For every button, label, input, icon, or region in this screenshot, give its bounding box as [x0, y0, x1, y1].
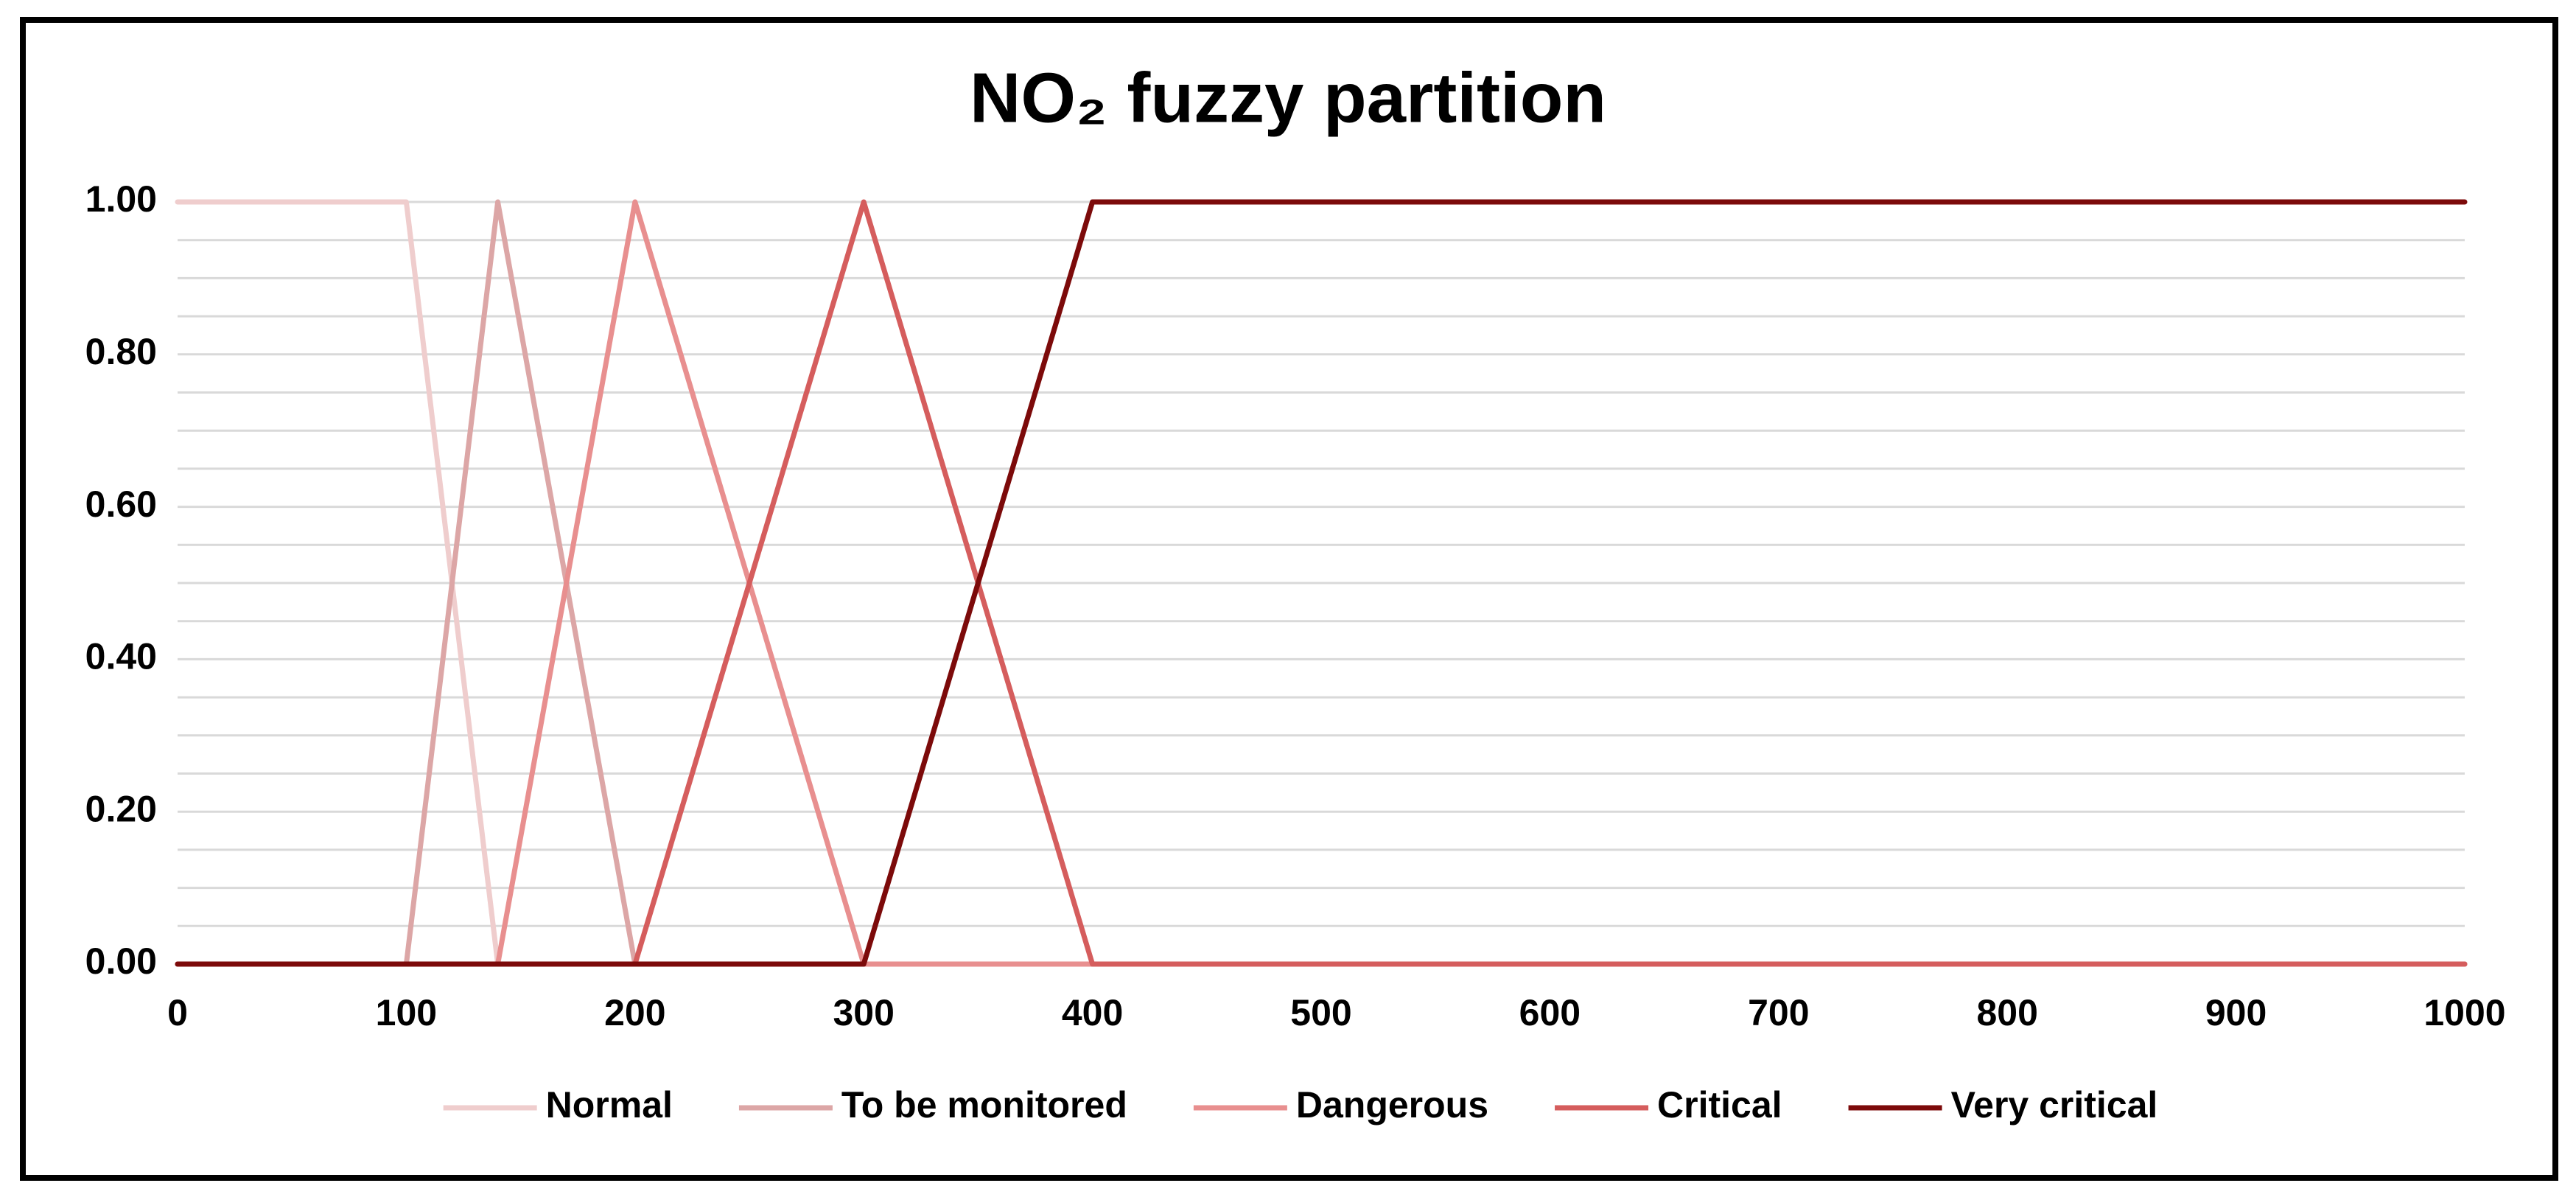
- x-tick-label: 0: [167, 992, 188, 1033]
- y-tick-label: 0.80: [85, 331, 157, 372]
- y-tick-label: 1.00: [85, 178, 157, 220]
- x-tick-label: 300: [833, 992, 894, 1033]
- y-tick-label: 0.00: [85, 940, 157, 982]
- x-tick-label: 100: [376, 992, 437, 1033]
- legend-label: To be monitored: [841, 1084, 1127, 1126]
- x-tick-label: 800: [1976, 992, 2037, 1033]
- chart-title: NO₂ fuzzy partition: [970, 58, 1606, 137]
- legend-label: Very critical: [1951, 1084, 2158, 1126]
- y-tick-label: 0.20: [85, 788, 157, 829]
- x-tick-label: 600: [1519, 992, 1581, 1033]
- series-line: [175, 199, 2468, 967]
- x-tick-label: 1000: [2423, 992, 2505, 1033]
- legend-label: Normal: [546, 1084, 673, 1126]
- x-tick-label: 900: [2205, 992, 2267, 1033]
- legend-label: Dangerous: [1296, 1084, 1488, 1126]
- x-tick-label: 200: [604, 992, 665, 1033]
- x-tick-label: 400: [1062, 992, 1123, 1033]
- y-tick-label: 0.60: [85, 484, 157, 525]
- legend-label: Critical: [1657, 1084, 1782, 1126]
- y-tick-label: 0.40: [85, 636, 157, 677]
- x-tick-label: 700: [1748, 992, 1809, 1033]
- chart-frame: [20, 17, 2558, 1181]
- x-tick-label: 500: [1290, 992, 1351, 1033]
